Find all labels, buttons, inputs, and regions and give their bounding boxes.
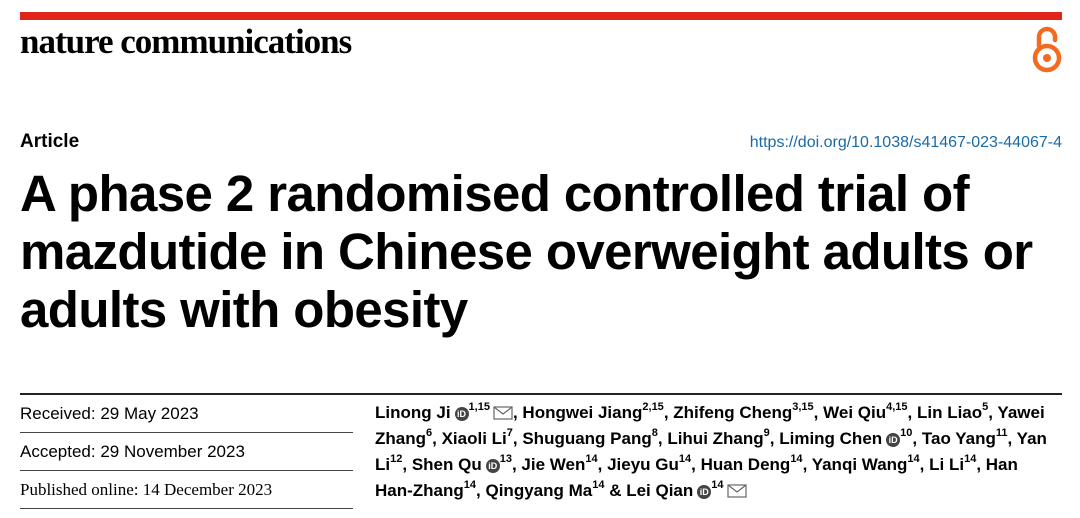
envelope-icon[interactable] [493,406,513,420]
author-separator: , [976,455,986,474]
author-affiliation: 7 [506,427,513,440]
author-name[interactable]: Xiaoli Li [441,429,507,448]
brand-bar [20,12,1062,20]
journal-name[interactable]: nature communications [20,22,352,61]
author-name[interactable]: Wei Qiu [823,403,887,422]
author-separator: , [657,429,668,448]
author-name[interactable]: Tao Yang [921,429,996,448]
author-separator: , [802,455,812,474]
author-name[interactable]: Yanqi Wang [811,455,908,474]
divider [20,393,1062,395]
author-affiliation: 14 [592,479,605,492]
author-separator: , [769,429,780,448]
doi-link[interactable]: https://doi.org/10.1038/s41467-023-44067… [749,134,1062,151]
author-name[interactable]: Jie Wen [521,455,586,474]
author-affiliation: 4,15 [886,401,908,414]
author-separator: , [907,403,917,422]
author-affiliation: 14 [907,453,920,466]
author-name[interactable]: Liming Chen [779,429,883,448]
author-separator: , [663,403,674,422]
author-name[interactable]: Huan Deng [700,455,791,474]
author-name[interactable]: Yawei Zhang [375,403,1045,448]
article-type: Article [20,131,80,152]
author-separator: , [511,455,522,474]
author-affiliation: 1,15 [468,401,490,414]
author-name[interactable]: Han Han-Zhang [375,455,1018,500]
author-separator: , [597,455,608,474]
article-title: A phase 2 randomised controlled trial of… [20,165,1033,338]
author-separator: , [912,429,922,448]
orcid-icon[interactable]: iD [697,485,712,499]
author-name[interactable]: Li Li [929,455,965,474]
orcid-icon[interactable]: iD [485,459,500,473]
author-separator: , [476,481,486,500]
author-name[interactable]: Zhifeng Cheng [673,403,793,422]
author-separator: , [512,429,523,448]
author-name[interactable]: Linong Ji [375,403,451,422]
author-separator: , [919,455,930,474]
author-name[interactable]: Lihui Zhang [667,429,764,448]
author-affiliation: 11 [995,427,1008,440]
author-separator: , [691,455,701,474]
author-affiliation: 5 [982,401,989,414]
author-affiliation: 8 [651,427,658,440]
envelope-icon[interactable] [726,484,747,498]
author-name[interactable]: Shuguang Pang [522,429,652,448]
author-affiliation: 3,15 [792,401,814,414]
author-name[interactable]: Yan Li [375,429,1047,474]
author-name[interactable]: Lin Liao [916,403,983,422]
author-separator: & [604,481,627,500]
author-affiliation: 14 [964,453,977,466]
author-affiliation: 14 [790,453,803,466]
author-affiliation: 14 [711,479,724,492]
orcid-icon[interactable]: iD [454,407,469,421]
received-date: Received: 29 May 2023 [20,395,353,433]
author-name[interactable]: Jieyu Gu [607,455,679,474]
author-name[interactable]: Lei Qian [626,481,694,500]
author-affiliation: 12 [390,453,403,466]
author-affiliation: 14 [463,479,477,492]
accepted-date: Accepted: 29 November 2023 [20,433,353,471]
author-separator: , [402,455,412,474]
author-name[interactable]: Qingyang Ma [485,481,593,500]
author-affiliation: 10 [900,427,913,440]
open-access-lock-icon [1032,26,1062,73]
author-affiliation: 14 [678,453,692,466]
author-name[interactable]: Hongwei Jiang [522,403,643,422]
author-affiliation: 14 [585,453,598,466]
author-name[interactable]: Shen Qu [411,455,482,474]
publication-dates: Received: 29 May 2023 Accepted: 29 Novem… [20,395,353,509]
author-separator: , [432,429,442,448]
author-list: Linong Ji iD1,15, Hongwei Jiang2,15, Zhif… [375,400,1055,504]
published-date: Published online: 14 December 2023 [20,471,353,509]
author-affiliation: 13 [499,453,512,466]
author-separator: , [813,403,824,422]
orcid-icon[interactable]: iD [886,433,901,447]
author-separator: , [988,403,998,422]
author-affiliation: 9 [763,427,770,440]
author-separator: , [1007,429,1017,448]
author-affiliation: 6 [426,427,433,440]
author-separator: , [512,403,523,422]
author-affiliation: 2,15 [642,401,664,414]
